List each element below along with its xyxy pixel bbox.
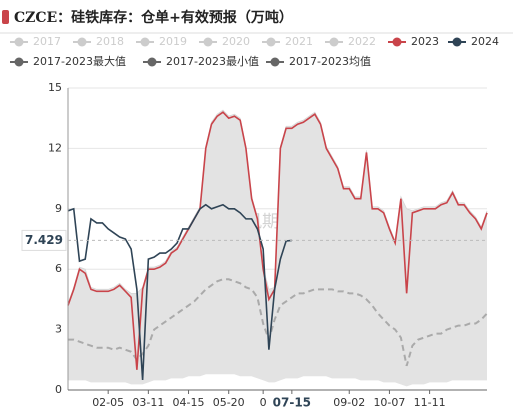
x-tick-label: 07-15: [273, 396, 311, 410]
legend-icon: [14, 57, 24, 67]
x-tick-label: 10-07: [373, 396, 405, 409]
y-tick-label: 15: [48, 81, 62, 94]
y-tick-label: 0: [55, 383, 62, 396]
y-tick-label: 12: [48, 141, 62, 154]
legend-icon: [266, 37, 276, 47]
series-line: [68, 278, 488, 367]
legend-label[interactable]: 2017-2023最小值: [166, 55, 259, 68]
legend-icon: [14, 37, 24, 47]
legend-icon: [147, 57, 157, 67]
x-tick-label: 02-05: [92, 396, 124, 409]
crosshair-box: [21, 229, 67, 251]
x-tick-label: 11-11: [414, 396, 446, 409]
legend-label[interactable]: 2024: [471, 35, 499, 48]
legend-icon: [329, 37, 339, 47]
x-tick-label: 03-11: [132, 396, 164, 409]
series-line: [68, 373, 487, 387]
series-line: [67, 111, 488, 370]
chart-title: CZCE：硅铁库存：仓单+有效预报（万吨）: [14, 9, 293, 26]
title-icon: [2, 10, 9, 24]
x-tick-label: 05-20: [213, 396, 245, 409]
legend-label[interactable]: 2019: [159, 35, 187, 48]
y-tick-label: 3: [55, 323, 62, 336]
legend-icon: [203, 37, 213, 47]
legend-icon: [270, 57, 280, 67]
legend-icon: [77, 37, 87, 47]
x-tick-label: 09-02: [333, 396, 365, 409]
legend-label[interactable]: 2022: [348, 35, 376, 48]
x-tick-label: 04-15: [173, 396, 205, 409]
legend-icon: [452, 37, 462, 47]
legend-label[interactable]: 2021: [285, 35, 313, 48]
legend-icon: [392, 37, 402, 47]
legend-label[interactable]: 2017-2023最大值: [33, 54, 126, 68]
legend-label[interactable]: 2020: [222, 35, 250, 48]
legend-label[interactable]: 2017: [33, 35, 61, 48]
x-tick-label: 0: [260, 396, 267, 409]
y-tick-label: 9: [55, 202, 62, 215]
y-tick-label: 6: [55, 262, 62, 275]
legend-label[interactable]: 2017-2023均值: [289, 55, 371, 68]
crosshair-label: 7.429: [25, 233, 63, 247]
legend-label[interactable]: 2023: [411, 35, 439, 48]
series-line: [67, 203, 292, 380]
legend-icon: [140, 37, 150, 47]
legend-label[interactable]: 2018: [96, 35, 124, 48]
